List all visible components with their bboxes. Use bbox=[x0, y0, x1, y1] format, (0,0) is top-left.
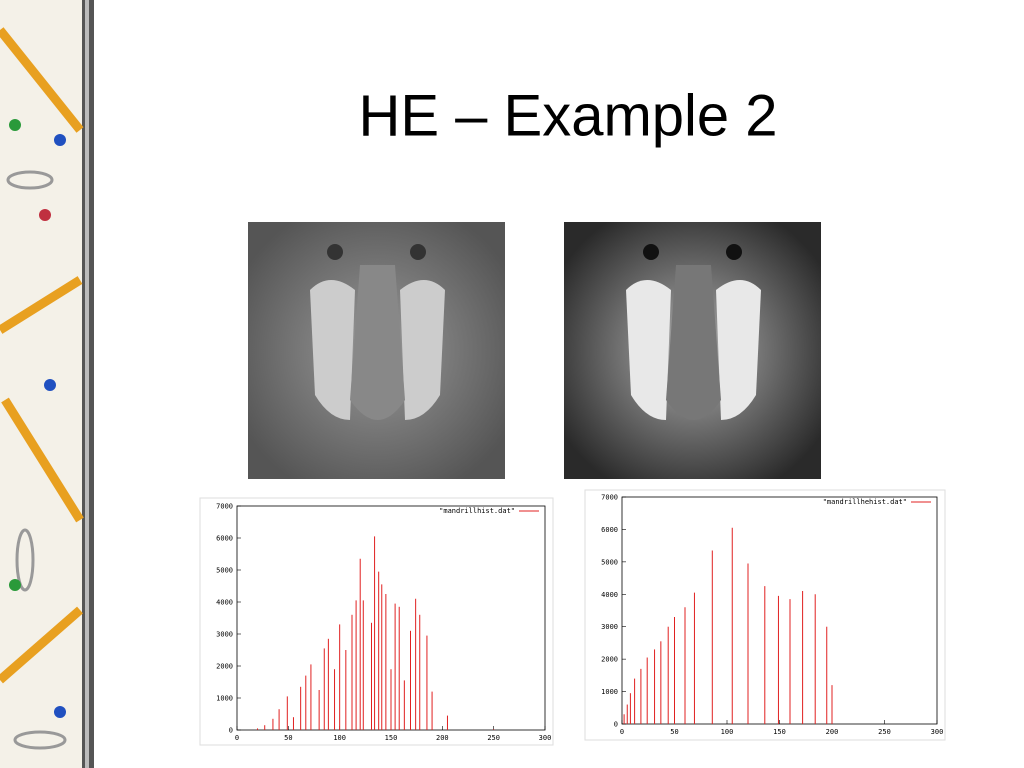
original-image bbox=[248, 222, 505, 479]
y-tick-label: 2000 bbox=[601, 656, 618, 664]
y-tick-label: 4000 bbox=[216, 599, 233, 607]
x-tick-label: 100 bbox=[721, 728, 734, 736]
y-tick-label: 5000 bbox=[216, 567, 233, 575]
x-tick-label: 250 bbox=[487, 734, 500, 742]
x-tick-label: 0 bbox=[620, 728, 624, 736]
y-tick-label: 6000 bbox=[216, 535, 233, 543]
y-tick-label: 1000 bbox=[601, 688, 618, 696]
y-tick-label: 5000 bbox=[601, 558, 618, 566]
x-tick-label: 200 bbox=[436, 734, 449, 742]
chart-frame bbox=[199, 497, 554, 746]
x-tick-label: 250 bbox=[878, 728, 891, 736]
y-tick-label: 4000 bbox=[601, 591, 618, 599]
y-tick-label: 3000 bbox=[601, 623, 618, 631]
x-tick-label: 0 bbox=[235, 734, 239, 742]
y-tick-label: 6000 bbox=[601, 526, 618, 534]
x-tick-label: 100 bbox=[333, 734, 346, 742]
x-tick-label: 200 bbox=[826, 728, 839, 736]
y-tick-label: 3000 bbox=[216, 631, 233, 639]
decor-strip bbox=[0, 0, 94, 768]
legend-label: "mandrillhist.dat" bbox=[439, 507, 515, 515]
x-tick-label: 150 bbox=[385, 734, 398, 742]
x-tick-label: 50 bbox=[284, 734, 292, 742]
equalized-image bbox=[564, 222, 821, 479]
slide-title: HE – Example 2 bbox=[358, 83, 777, 148]
y-tick-label: 7000 bbox=[216, 503, 233, 511]
y-tick-label: 2000 bbox=[216, 663, 233, 671]
y-tick-label: 1000 bbox=[216, 695, 233, 703]
x-tick-label: 50 bbox=[670, 728, 678, 736]
x-tick-label: 150 bbox=[773, 728, 786, 736]
x-tick-label: 300 bbox=[931, 728, 944, 736]
y-tick-label: 0 bbox=[614, 721, 618, 729]
y-tick-label: 0 bbox=[229, 727, 233, 735]
y-tick-label: 7000 bbox=[601, 494, 618, 502]
x-tick-label: 300 bbox=[539, 734, 552, 742]
legend-label: "mandrillhehist.dat" bbox=[823, 498, 907, 506]
